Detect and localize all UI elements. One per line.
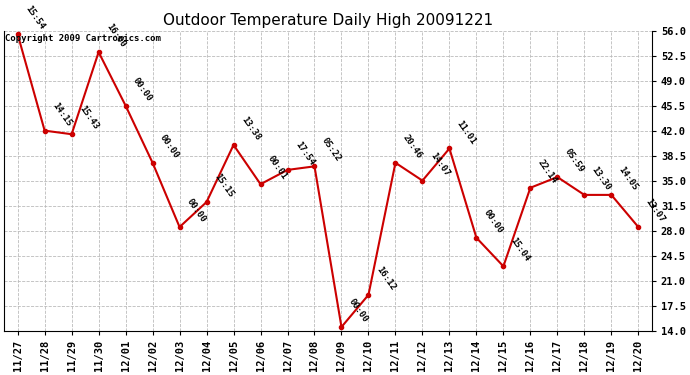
Text: 15:43: 15:43 bbox=[77, 104, 100, 131]
Text: 00:01: 00:01 bbox=[266, 154, 289, 182]
Text: 16:12: 16:12 bbox=[374, 265, 397, 292]
Text: 20:46: 20:46 bbox=[401, 133, 424, 160]
Text: 15:15: 15:15 bbox=[212, 172, 235, 199]
Text: 05:59: 05:59 bbox=[563, 147, 586, 174]
Text: 14:15: 14:15 bbox=[50, 100, 73, 128]
Text: 00:00: 00:00 bbox=[347, 297, 370, 324]
Text: 15:54: 15:54 bbox=[23, 4, 46, 32]
Text: 00:00: 00:00 bbox=[131, 76, 154, 103]
Text: 14:07: 14:07 bbox=[428, 151, 451, 178]
Text: 00:00: 00:00 bbox=[158, 133, 181, 160]
Text: Copyright 2009 Cartronics.com: Copyright 2009 Cartronics.com bbox=[6, 34, 161, 43]
Text: 15:04: 15:04 bbox=[509, 236, 532, 264]
Text: 05:22: 05:22 bbox=[320, 136, 343, 164]
Text: 14:05: 14:05 bbox=[617, 165, 640, 192]
Text: 13:07: 13:07 bbox=[644, 197, 667, 224]
Text: 16:00: 16:00 bbox=[104, 22, 127, 50]
Text: 13:38: 13:38 bbox=[239, 115, 262, 142]
Text: 22:14: 22:14 bbox=[536, 158, 559, 185]
Text: 00:00: 00:00 bbox=[482, 208, 505, 235]
Text: 13:30: 13:30 bbox=[590, 165, 613, 192]
Text: 11:01: 11:01 bbox=[455, 118, 477, 146]
Text: 17:54: 17:54 bbox=[293, 140, 316, 167]
Text: 00:00: 00:00 bbox=[185, 197, 208, 224]
Title: Outdoor Temperature Daily High 20091221: Outdoor Temperature Daily High 20091221 bbox=[163, 13, 493, 28]
